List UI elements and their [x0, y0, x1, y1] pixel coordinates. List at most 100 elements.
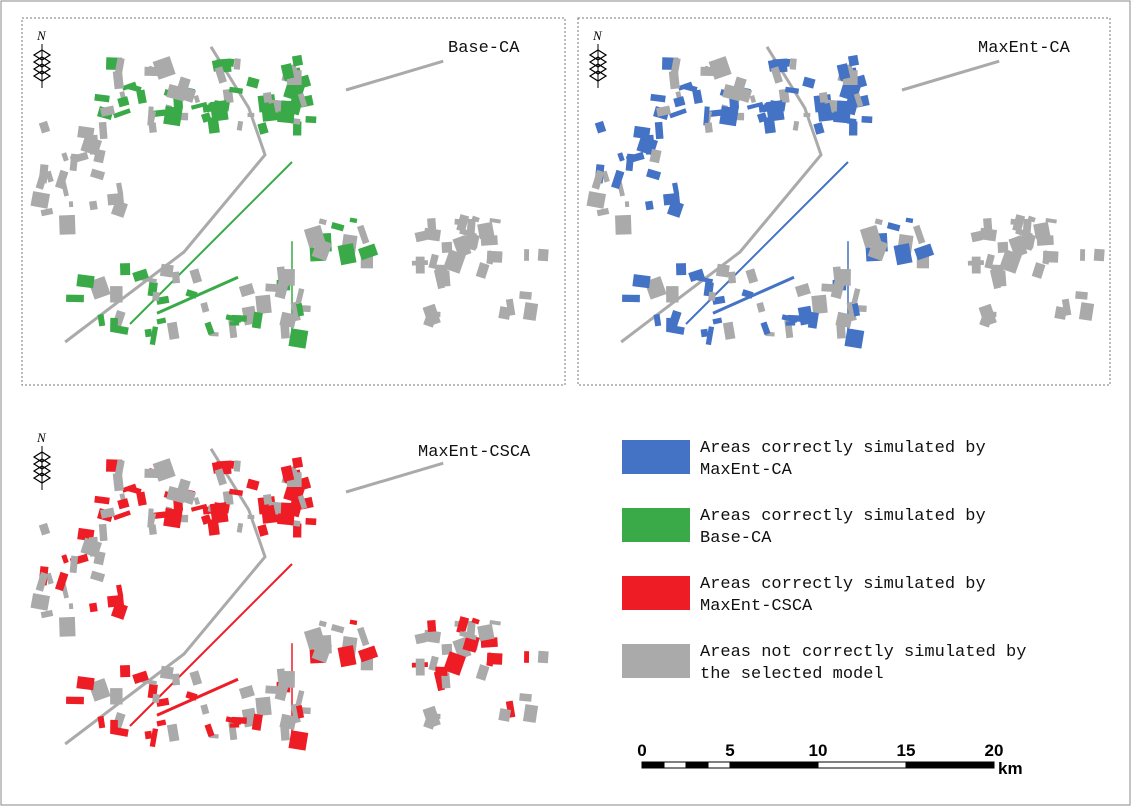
land-patch	[152, 56, 176, 80]
land-patch	[185, 289, 198, 299]
land-patch	[251, 311, 263, 329]
land-patch	[280, 63, 295, 80]
land-patch	[107, 594, 125, 608]
road	[901, 59, 1000, 92]
land-patch	[255, 696, 272, 717]
land-patch	[700, 328, 709, 338]
land-patch	[90, 570, 106, 583]
land-patch	[163, 105, 183, 127]
land-patch	[498, 306, 512, 320]
land-patch	[200, 112, 212, 123]
land-patch	[117, 498, 130, 510]
land-patch	[38, 120, 51, 134]
land-patch	[159, 665, 174, 680]
land-patch	[156, 295, 170, 305]
land-patch	[200, 301, 210, 313]
land-patch	[867, 238, 889, 261]
legend-text: MaxEnt-CA	[700, 461, 793, 480]
land-patch	[1078, 302, 1095, 321]
land-patch	[93, 550, 106, 566]
land-patch	[148, 524, 157, 536]
land-patch	[132, 268, 149, 283]
land-patch	[113, 510, 131, 521]
land-patch	[144, 328, 153, 338]
land-patch	[722, 84, 743, 102]
land-patch	[475, 664, 490, 681]
land-patch	[414, 230, 427, 243]
land-patch	[813, 122, 825, 135]
scale-label: 15	[897, 741, 916, 760]
land-patch	[247, 514, 255, 519]
land-patch	[441, 672, 451, 689]
land-patch	[171, 673, 181, 686]
land-patch	[291, 54, 304, 67]
land-patch	[849, 121, 858, 136]
land-patch	[830, 278, 846, 300]
land-patch	[632, 274, 651, 289]
land-patch	[789, 58, 797, 70]
land-patch	[1075, 291, 1088, 300]
legend-text: the selected model	[700, 665, 884, 684]
land-patch	[617, 152, 625, 162]
land-patch	[276, 266, 286, 281]
land-patch	[843, 97, 859, 116]
map: N	[30, 430, 549, 751]
land-patch	[100, 507, 116, 519]
land-patch	[522, 704, 539, 723]
land-patch	[305, 517, 317, 526]
land-patch	[112, 70, 124, 90]
land-patch	[214, 468, 227, 486]
land-patch	[670, 57, 681, 74]
land-patch	[76, 676, 95, 691]
land-patch	[69, 555, 79, 574]
land-patch	[127, 83, 142, 93]
land-patch	[443, 651, 466, 676]
land-patch	[100, 105, 116, 117]
land-patch	[156, 697, 170, 707]
land-patch	[703, 106, 710, 126]
land-patch	[171, 271, 181, 284]
legend-text: Areas correctly simulated by	[700, 439, 986, 458]
land-patch	[727, 271, 737, 284]
land-patch	[189, 670, 203, 686]
land-patch	[765, 100, 785, 122]
land-patch	[69, 153, 79, 172]
scale-segment	[641, 761, 665, 769]
land-patch	[522, 302, 539, 321]
scale-label: 5	[725, 741, 734, 760]
land-patch	[166, 486, 187, 504]
scale-segment	[905, 761, 995, 769]
land-patch	[708, 291, 716, 301]
land-patch	[30, 593, 51, 611]
land-patch	[149, 728, 159, 748]
land-patch	[524, 249, 530, 261]
north-label: N	[592, 28, 603, 43]
land-patch	[802, 76, 816, 89]
land-patch	[646, 168, 662, 181]
scale-segment	[707, 761, 731, 769]
land-patch	[98, 523, 108, 542]
north-label: N	[36, 430, 47, 445]
land-patch	[1012, 214, 1026, 233]
land-patch	[756, 301, 766, 313]
land-patch	[1054, 306, 1068, 320]
land-patch	[35, 571, 49, 592]
road	[156, 275, 239, 315]
land-patch	[222, 490, 234, 506]
land-patch	[119, 665, 131, 678]
land-patch	[441, 270, 451, 287]
land-patch	[1042, 250, 1059, 263]
land-patch	[427, 217, 437, 230]
land-patch	[886, 222, 901, 232]
land-patch	[811, 294, 828, 315]
land-patch	[978, 303, 997, 327]
land-patch	[55, 571, 69, 592]
land-patch	[1080, 249, 1086, 261]
land-patch	[61, 152, 69, 162]
land-patch	[357, 626, 370, 647]
land-patch	[238, 685, 255, 700]
land-patch	[185, 691, 198, 701]
land-patch	[357, 645, 379, 663]
land-patch	[708, 56, 732, 80]
land-patch	[180, 112, 189, 121]
